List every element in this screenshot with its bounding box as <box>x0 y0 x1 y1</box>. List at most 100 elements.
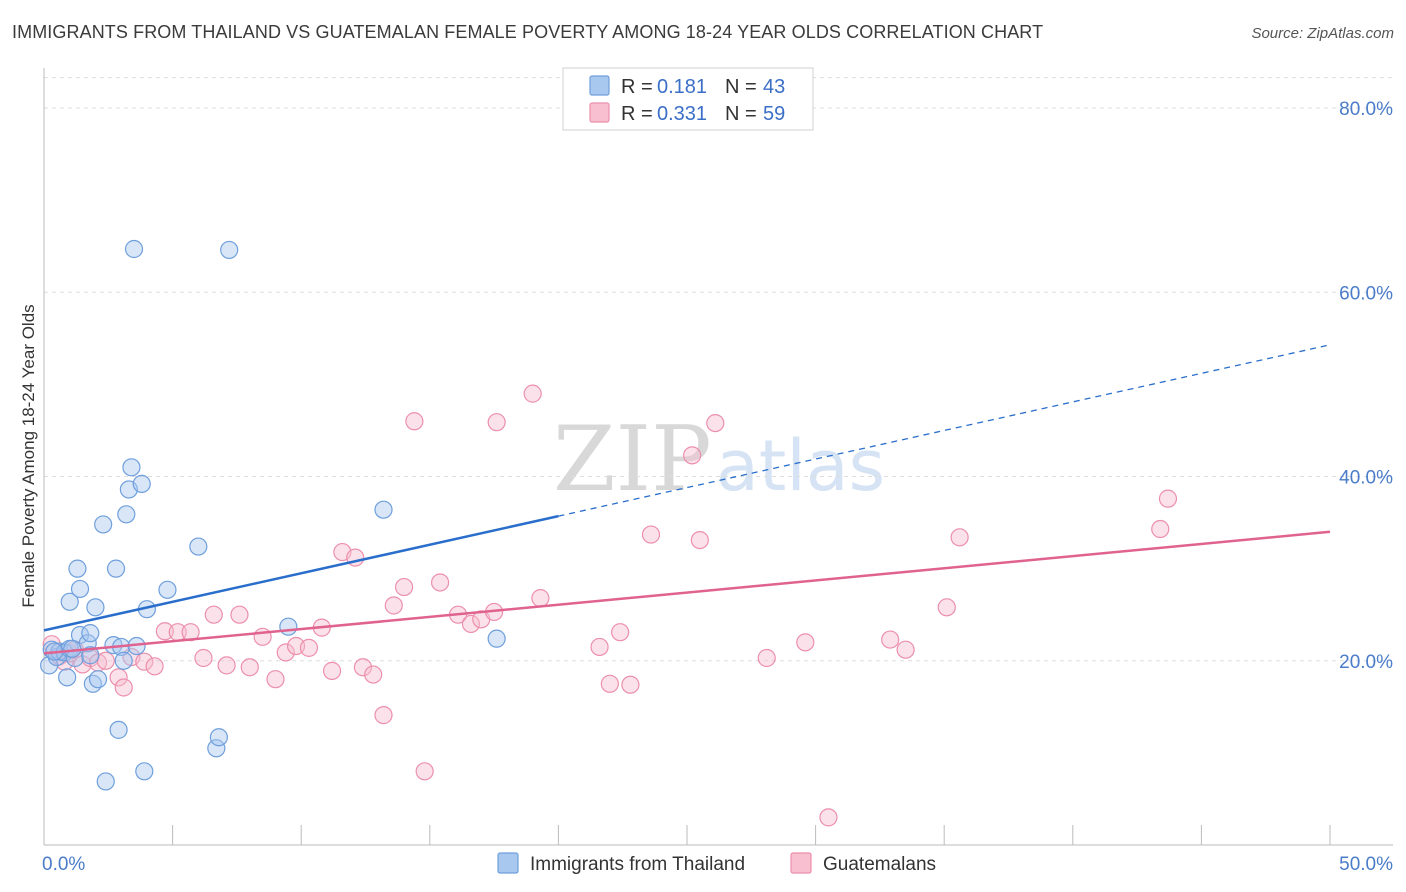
guatemalan-point-57 <box>881 630 900 649</box>
thailand-point-34 <box>207 739 226 758</box>
guatemalan-point-48 <box>611 623 630 642</box>
bottom-legend-label-thailand: Immigrants from Thailand <box>530 854 745 875</box>
guatemalan-point-60 <box>950 528 969 547</box>
guatemalan-point-10 <box>114 678 133 697</box>
guatemalan-point-12 <box>135 652 154 671</box>
thailand-point-18 <box>94 515 113 534</box>
guatemalan-point-45 <box>531 589 550 608</box>
y-tick-label-0: 20.0% <box>1339 652 1393 673</box>
guatemalan-point-43 <box>487 413 506 432</box>
thailand-point-23 <box>114 651 133 670</box>
thailand-point-11 <box>68 559 87 578</box>
thailand-point-36 <box>220 240 239 260</box>
thailand-trend-line <box>43 514 559 632</box>
guatemalan-point-40 <box>461 614 481 634</box>
thailand-point-17 <box>88 670 108 689</box>
y-tick-label-3: 80.0% <box>1339 99 1393 120</box>
thailand-point-7 <box>60 592 79 611</box>
guatemalan-point-55 <box>796 633 815 652</box>
legend-r-value-guatemalan: 0.331 <box>657 103 707 125</box>
guatemalan-point-8 <box>96 651 115 670</box>
guatemalan-point-19 <box>217 656 236 675</box>
y-axis-label: Female Poverty Among 18-24 Year Olds <box>19 304 38 607</box>
guatemalan-point-35 <box>394 577 414 597</box>
legend-swatch-guatemalan <box>589 102 610 123</box>
legend-n-label-thailand: N = <box>725 76 757 98</box>
legend-n-label-guatemalan: N = <box>725 103 757 125</box>
thailand-point-15 <box>81 646 100 665</box>
guatemalan-point-34 <box>384 596 403 615</box>
thailand-point-13 <box>81 624 100 643</box>
thailand-point-32 <box>158 580 177 599</box>
bottom-legend: Immigrants from Thailand Guatemalans <box>497 852 936 875</box>
legend-r-label-guatemalan: R = <box>621 103 653 125</box>
legend-swatch-thailand <box>589 75 610 96</box>
guatemalan-point-24 <box>276 643 295 662</box>
legend-n-value-thailand: 43 <box>763 76 785 98</box>
grid-lines <box>44 77 1393 662</box>
x-tick-label-0: 0.0% <box>42 854 85 875</box>
thailand-point-37 <box>279 617 298 636</box>
guatemalan-point-28 <box>322 661 342 680</box>
chart-title: IMMIGRANTS FROM THAILAND VS GUATEMALAN F… <box>12 22 1044 42</box>
guatemalan-point-37 <box>415 762 434 781</box>
guatemalan-point-47 <box>600 674 619 693</box>
guatemalan-point-18 <box>204 605 223 624</box>
thailand-points <box>40 239 506 791</box>
guatemalan-point-53 <box>706 414 725 433</box>
guatemalan-point-26 <box>299 638 319 657</box>
thailand-point-38 <box>374 500 393 519</box>
thailand-point-39 <box>487 629 506 648</box>
guatemalan-point-17 <box>194 648 213 668</box>
guatemalan-point-44 <box>523 384 542 403</box>
guatemalan-point-23 <box>266 670 285 689</box>
thailand-point-24 <box>117 505 136 524</box>
tick-labels: 20.0% 40.0% 60.0% 80.0% 0.0% 50.0% <box>42 99 1393 875</box>
legend-r-label-thailand: R = <box>621 76 653 98</box>
bottom-legend-label-guatemalan: Guatemalans <box>823 854 936 875</box>
guatemalan-point-59 <box>937 598 956 617</box>
watermark-atlas: atlas <box>716 425 885 507</box>
guatemalan-point-46 <box>590 637 609 657</box>
guatemalan-point-13 <box>145 657 164 676</box>
thailand-point-21 <box>109 720 128 739</box>
thailand-point-27 <box>124 239 144 259</box>
x-tick-label-1: 50.0% <box>1339 854 1393 875</box>
thailand-point-20 <box>106 559 126 578</box>
y-tick-label-1: 40.0% <box>1339 468 1393 489</box>
guatemalan-point-52 <box>690 530 709 550</box>
thailand-point-16 <box>86 598 105 617</box>
guatemalan-point-36 <box>405 412 424 431</box>
guatemalan-point-61 <box>1151 519 1170 539</box>
guatemalan-point-21 <box>240 658 259 677</box>
legend-n-value-guatemalan: 59 <box>763 103 785 125</box>
guatemalan-point-56 <box>819 808 838 827</box>
guatemalan-point-54 <box>757 648 776 668</box>
guatemalan-point-32 <box>364 665 383 684</box>
thailand-point-35 <box>209 728 228 747</box>
thailand-point-33 <box>189 537 208 556</box>
guatemalan-point-14 <box>155 622 174 641</box>
bottom-legend-swatch-guatemalan <box>790 852 812 874</box>
source-label: Source: ZipAtlas.com <box>1251 25 1394 42</box>
legend-r-value-thailand: 0.181 <box>657 76 707 98</box>
thailand-point-42 <box>96 772 115 791</box>
bottom-legend-swatch-thailand <box>497 852 519 874</box>
guatemalan-point-31 <box>353 658 373 677</box>
thailand-point-6 <box>58 668 77 687</box>
guatemalan-point-51 <box>683 446 702 465</box>
watermark: ZIP atlas <box>553 407 885 512</box>
thailand-point-10 <box>70 579 90 599</box>
thailand-point-29 <box>132 474 151 493</box>
guatemalan-point-38 <box>430 573 450 592</box>
trend-lines <box>43 344 1331 655</box>
guatemalan-point-22 <box>253 627 272 646</box>
y-tick-label-2: 60.0% <box>1339 283 1393 304</box>
thailand-point-30 <box>135 762 154 781</box>
thailand-point-26 <box>122 458 141 477</box>
guatemalan-point-49 <box>621 675 640 694</box>
legend: R = 0.181 N = 43 R = 0.331 N = 59 <box>562 67 814 131</box>
guatemalan-point-58 <box>896 640 915 659</box>
guatemalan-point-9 <box>109 668 128 687</box>
